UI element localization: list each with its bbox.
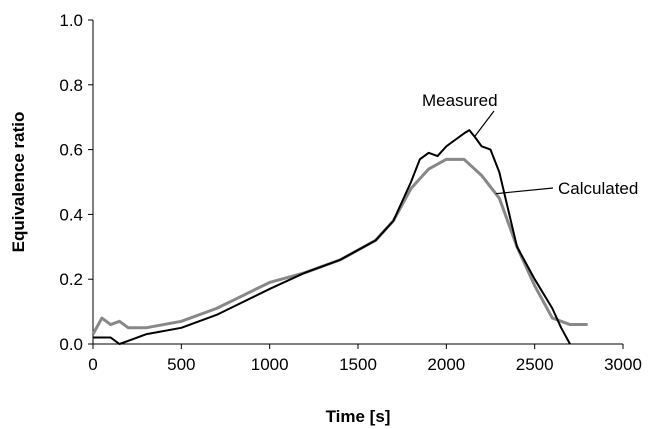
x-tick-label: 2500 [516, 355, 554, 374]
y-tick-label: 0.8 [59, 76, 83, 95]
series-line-measured [93, 129, 571, 345]
annotation-calculated: Calculated [558, 179, 638, 198]
leader-calculated [495, 187, 554, 195]
plot-area: 0.0 0.2 0.4 0.6 0.8 1.0 0 500 1000 1500 2000 2500 3… [59, 11, 642, 374]
x-ticks: 0 500 1000 1500 2000 2500 3000 [88, 344, 642, 374]
x-tick-label: 0 [88, 355, 97, 374]
y-tick-label: 0.2 [59, 270, 83, 289]
annotation-leaders [474, 110, 554, 195]
x-tick-label: 2000 [427, 355, 465, 374]
y-ticks: 0.0 0.2 0.4 0.6 0.8 1.0 [59, 11, 93, 354]
leader-measured [474, 110, 495, 138]
x-tick-label: 500 [167, 355, 195, 374]
x-axis-title: Time [s] [326, 407, 391, 426]
series-line-calculated [91, 157, 588, 335]
x-tick-label: 3000 [604, 355, 642, 374]
y-tick-label: 1.0 [59, 11, 83, 30]
x-tick-label: 1500 [339, 355, 377, 374]
y-tick-label: 0.4 [59, 205, 83, 224]
series-layer [91, 129, 588, 345]
annotation-measured: Measured [422, 91, 498, 110]
y-tick-label: 0.0 [59, 335, 83, 354]
y-tick-label: 0.6 [59, 141, 83, 160]
y-axis-title: Equivalence ratio [9, 112, 28, 253]
x-tick-label: 1000 [251, 355, 289, 374]
